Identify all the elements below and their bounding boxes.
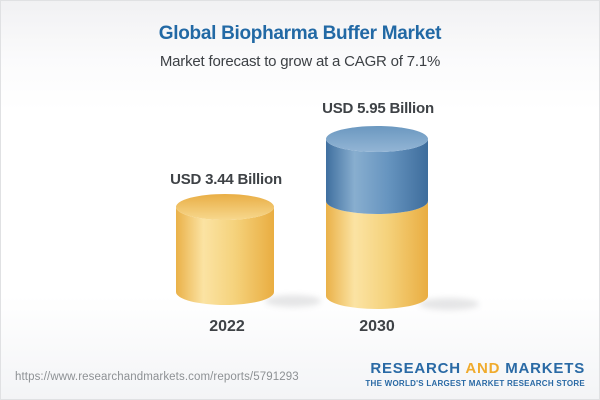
report-url: https://www.researchandmarkets.com/repor… (15, 371, 299, 383)
header: Global Biopharma Buffer Market Market fo… (1, 1, 599, 70)
bar-2030 (326, 126, 428, 309)
page-subtitle: Market forecast to grow at a CAGR of 7.1… (159, 53, 441, 70)
bar-2030-base-segment (326, 201, 428, 309)
axis-label-2030: 2030 (359, 318, 395, 335)
shadow-2030 (419, 298, 479, 310)
bar-2022 (176, 194, 274, 305)
page-title: Global Biopharma Buffer Market (158, 23, 442, 44)
research-and-markets-logo: RESEARCH AND MARKETS THE WORLD'S LARGEST… (365, 360, 585, 388)
bar-2030-growth-segment (326, 139, 428, 214)
value-label-2022: USD 3.44 Billion (170, 171, 282, 188)
logo-wordmark: RESEARCH AND MARKETS (365, 360, 585, 377)
shadow-2022 (265, 295, 321, 307)
axis-label-2022: 2022 (209, 318, 245, 335)
logo-word-markets: MARKETS (505, 360, 585, 377)
value-label-2030: USD 5.95 Billion (322, 100, 434, 117)
footer: https://www.researchandmarkets.com/repor… (1, 357, 599, 399)
logo-word-research: RESEARCH (370, 360, 461, 377)
logo-tagline: THE WORLD'S LARGEST MARKET RESEARCH STOR… (365, 379, 585, 388)
logo-word-and: AND (465, 360, 501, 377)
